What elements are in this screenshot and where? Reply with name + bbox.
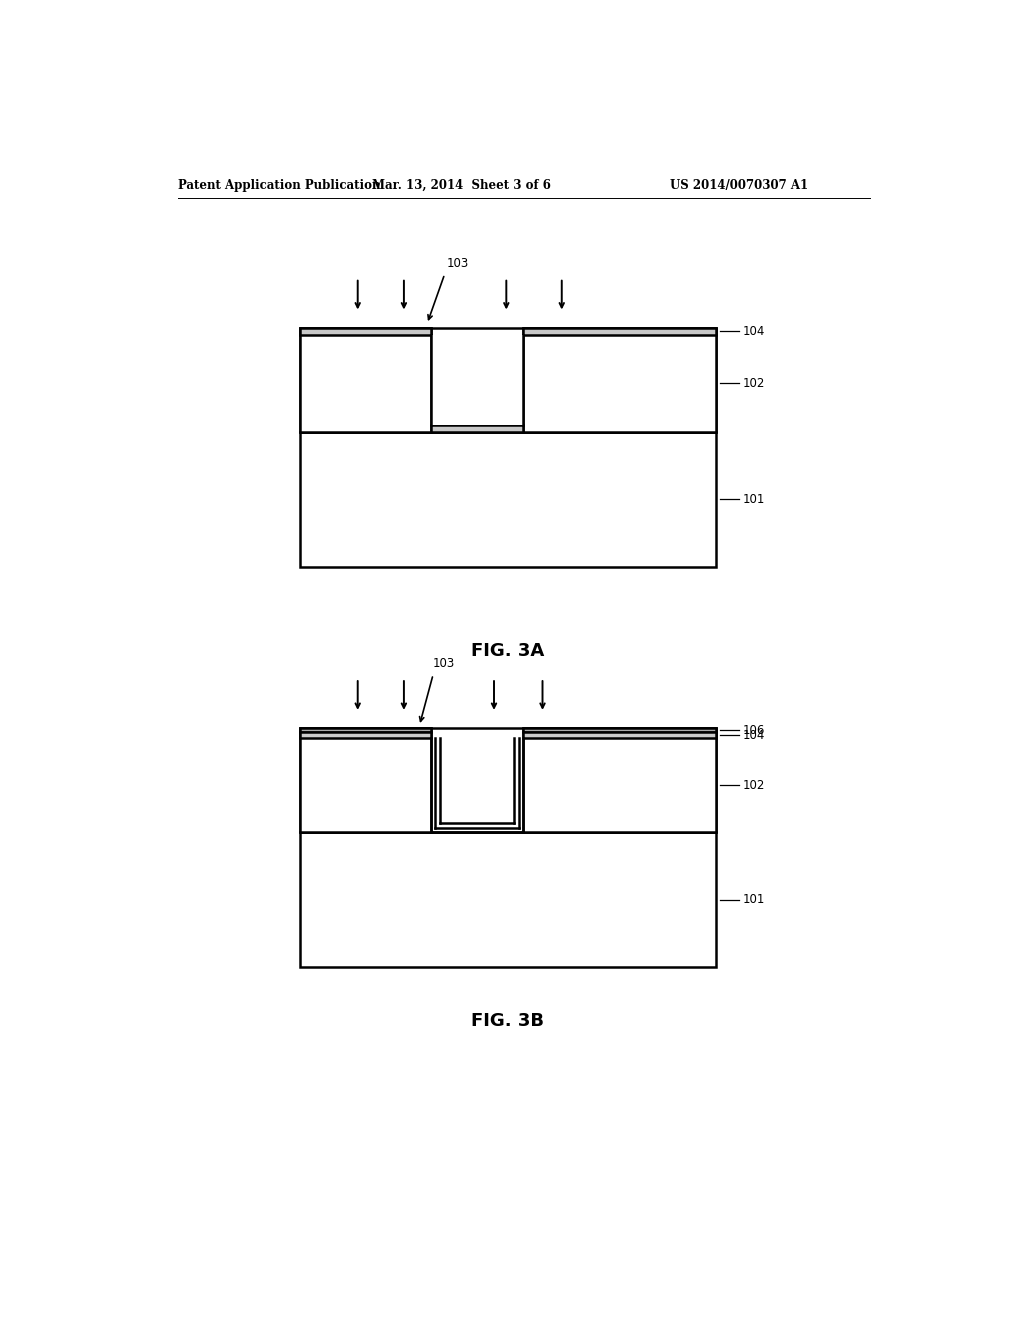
Text: 101: 101 [742,492,765,506]
Text: 102: 102 [742,376,765,389]
Bar [431,425,523,432]
Bar [300,729,431,733]
Text: 103: 103 [446,257,469,271]
Bar [523,327,716,335]
Bar [523,733,716,738]
Bar [300,832,716,966]
Bar [440,738,514,822]
Bar [300,729,431,832]
Bar [300,327,431,335]
Text: 102: 102 [742,779,765,792]
Text: FIG. 3B: FIG. 3B [471,1012,545,1030]
Text: 103: 103 [432,657,455,671]
Bar [300,729,716,832]
Text: 101: 101 [742,894,765,906]
Text: FIG. 3A: FIG. 3A [471,643,545,660]
Bar [523,729,716,832]
Bar [523,729,716,733]
Bar [300,327,716,432]
Bar [300,733,431,738]
Text: US 2014/0070307 A1: US 2014/0070307 A1 [670,178,808,191]
Text: Mar. 13, 2014  Sheet 3 of 6: Mar. 13, 2014 Sheet 3 of 6 [372,178,551,191]
Text: 106: 106 [742,723,765,737]
Bar [523,327,716,432]
Bar [300,432,716,566]
Bar [300,327,431,432]
Bar [431,335,523,425]
Text: 104: 104 [742,729,765,742]
Text: 104: 104 [742,325,765,338]
Text: Patent Application Publication: Patent Application Publication [178,178,381,191]
